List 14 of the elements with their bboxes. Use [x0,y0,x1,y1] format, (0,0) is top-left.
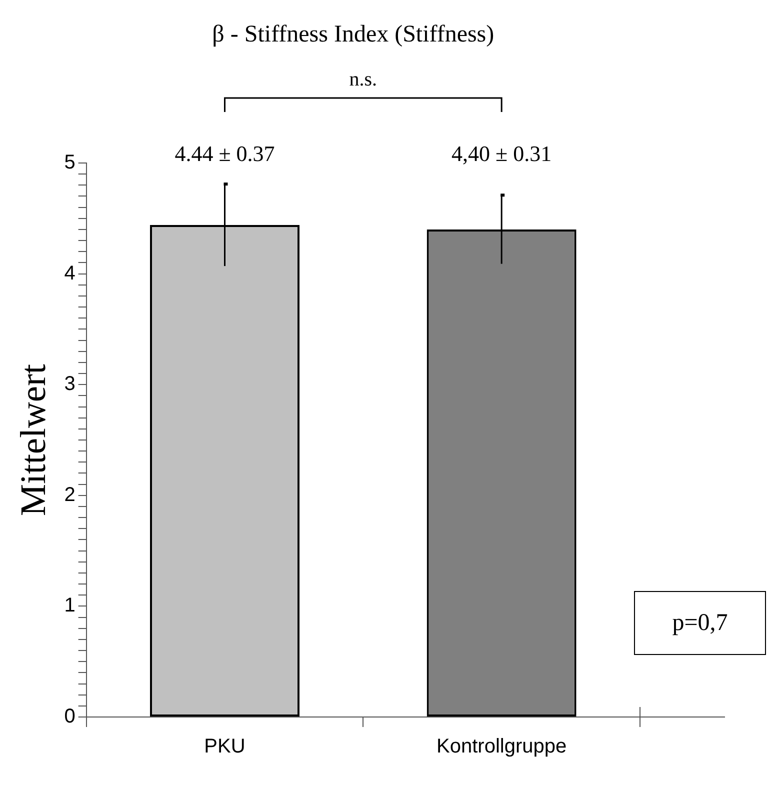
y-tick-label: 1 [64,594,76,617]
text: p=0,7 [634,591,766,655]
y-tick-label: 5 [64,152,76,174]
y-tick-label: 2 [64,484,76,506]
x-tick-label: PKU [204,736,246,758]
data-label: 4,40 ± 0.31 [452,140,552,166]
y-tick-label: 3 [64,373,76,396]
y-tick-label: 0 [64,706,76,728]
y-axis-title: Mittelwert [13,364,54,516]
data-label: 4.44 ± 0.37 [174,140,275,166]
y-tick-label: 4 [64,262,76,284]
chart-title: β - Stiffness Index (Stiffness) [212,21,494,48]
text: n.s. [349,68,378,90]
x-tick-label: Kontrollgruppe [436,736,567,758]
